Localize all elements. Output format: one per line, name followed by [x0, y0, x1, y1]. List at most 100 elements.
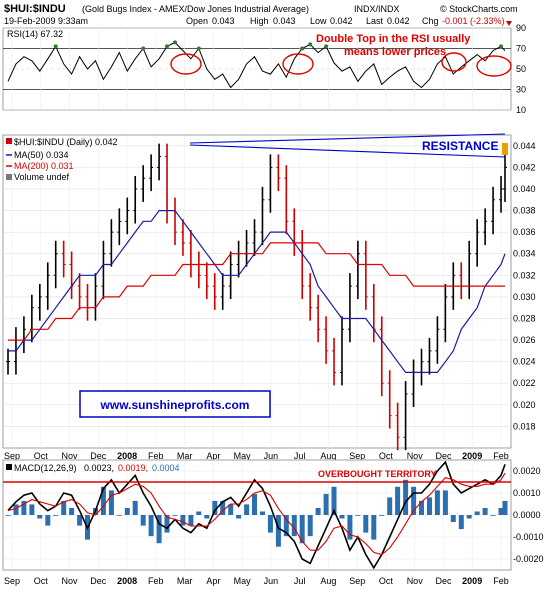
price-tick-label: 0.042: [513, 162, 536, 172]
macd-legend-value: 0.0023,: [84, 463, 114, 473]
resistance-line-lower: [189, 144, 506, 158]
last-label: Last: [366, 16, 384, 26]
ohlc-readout: Open 0.043 High 0.043 Low 0.042 Last 0.0…: [186, 16, 505, 26]
x-tick-label: 2008: [117, 451, 137, 461]
macd-histogram-bar: [379, 515, 385, 516]
macd-tick-label: -0.0010: [513, 532, 544, 542]
price-tick-label: 0.018: [513, 421, 536, 431]
price-tick-label: 0.020: [513, 400, 536, 410]
rsi-tick-label: 70: [516, 44, 526, 54]
price-tick-label: 0.036: [513, 227, 536, 237]
price-legend-title: $HUI:$INDU (Daily) 0.042: [14, 137, 118, 147]
macd-series: [7, 460, 506, 570]
macd-histogram-bar: [5, 515, 11, 516]
rsi-double-top-marker: [476, 55, 512, 77]
macd-histogram-bar: [156, 515, 162, 544]
macd-histogram-bar: [116, 515, 122, 516]
x-tick-label: Dec: [435, 576, 452, 586]
macd-histogram-bar: [180, 515, 186, 526]
x-tick-label: Dec: [90, 451, 107, 461]
macd-histogram-bar: [228, 504, 234, 515]
x-tick-label: Dec: [90, 576, 107, 586]
macd-histogram-bar: [275, 515, 281, 547]
x-tick-label: Oct: [379, 451, 394, 461]
rsi-overbought-point: [141, 46, 146, 51]
macd-histogram-bar: [220, 500, 226, 515]
macd-histogram-bar: [502, 500, 508, 515]
macd-histogram-bar: [299, 515, 305, 544]
macd-histogram-bar: [188, 515, 194, 526]
macd-histogram: [5, 479, 508, 547]
rsi-double-top-marker: [170, 53, 202, 75]
open-value: 0.043: [212, 16, 235, 26]
macd-histogram-bar: [339, 515, 345, 519]
macd-histogram-bar: [124, 508, 130, 515]
macd-axis: 0.0020 0.0010 0.0000 -0.0010 -0.0020: [513, 466, 544, 564]
x-axis-bottom: Sep Oct Nov Dec 2008 Feb Mar Apr May Jun Jul Aug Sep…: [4, 576, 509, 586]
chg-down-arrow-icon: [506, 21, 512, 26]
macd-histogram-bar: [315, 508, 321, 515]
macd-histogram-bar: [450, 515, 456, 522]
macd-histogram-bar: [132, 500, 138, 515]
macd-histogram-bar: [411, 486, 417, 515]
price-tick-label: 0.022: [513, 378, 536, 388]
x-tick-label: Nov: [61, 451, 78, 461]
rsi-overbought-point: [499, 44, 503, 49]
macd-tick-label: 0.0010: [513, 488, 541, 498]
chart-symbol: $HUI:$INDU: [4, 3, 66, 15]
x-tick-label: Sep: [4, 576, 20, 586]
overbought-label: OVERBOUGHT TERRITORY: [318, 469, 437, 479]
macd-legend-swatch-icon: [6, 464, 12, 470]
macd-histogram-bar: [252, 493, 257, 515]
x-tick-label: Aug: [320, 451, 336, 461]
rsi-overbought-point: [53, 44, 58, 49]
macd-histogram-bar: [419, 500, 424, 515]
x-tick-label: Sep: [349, 576, 365, 586]
price-legend: $HUI:$INDU (Daily) 0.042 MA(50) 0.034 MA…: [6, 137, 118, 182]
x-tick-label: Nov: [407, 451, 424, 461]
macd-histogram-bar: [482, 508, 488, 515]
x-axis-mid: Sep Oct Nov Dec 2008 Feb Mar Apr May Jun Jul Aug Sep…: [4, 451, 509, 461]
x-tick-label: Jun: [264, 451, 279, 461]
histogram-legend-value: 0.0004: [152, 463, 180, 473]
ma200-legend: MA(200) 0.031: [14, 161, 74, 171]
macd-histogram-bar: [77, 515, 83, 526]
website-link[interactable]: www.sunshineprofits.com: [100, 398, 250, 412]
rsi-overbought-point: [173, 40, 177, 45]
high-label: High: [250, 16, 269, 26]
rsi-overbought-point: [300, 46, 305, 51]
high-value: 0.043: [273, 16, 296, 26]
macd-histogram-bar: [236, 515, 242, 519]
x-tick-label: Apr: [206, 576, 220, 586]
rsi-annotation-line1: Double Top in the RSI usually: [316, 33, 471, 45]
resistance-line-upper: [189, 133, 506, 144]
macd-histogram-bar: [164, 515, 170, 533]
rsi-annotation-line2: means lower prices: [344, 46, 446, 58]
chart-description: (Gold Bugs Index - AMEX/Dow Jones Indust…: [82, 4, 309, 14]
chg-value: -0.001 (-2.33%): [442, 16, 505, 26]
volume-legend: Volume undef: [14, 172, 70, 182]
macd-histogram-bar: [387, 497, 393, 515]
macd-line: [7, 460, 506, 570]
rsi-overbought-point: [196, 46, 201, 51]
macd-histogram-bar: [427, 497, 432, 515]
macd-histogram-bar: [347, 515, 353, 540]
last-value: 0.042: [387, 16, 410, 26]
signal-legend-value: 0.0019,: [118, 463, 148, 473]
macd-tick-label: -0.0020: [513, 554, 544, 564]
moving-averages: [8, 210, 506, 373]
x-tick-label: Oct: [34, 451, 49, 461]
macd-histogram-bar: [204, 515, 210, 519]
macd-histogram-bar: [355, 515, 361, 516]
chart-date: 19-Feb-2009 9:33am: [4, 16, 88, 26]
x-tick-label: Oct: [34, 576, 49, 586]
macd-histogram-bar: [53, 515, 59, 516]
macd-histogram-bar: [21, 500, 27, 515]
x-tick-label: Aug: [320, 576, 336, 586]
price-tick-label: 0.038: [513, 206, 536, 216]
price-tick-label: 0.028: [513, 313, 536, 323]
rsi-overbought-point: [324, 44, 329, 49]
rsi-overbought-point: [165, 44, 169, 49]
